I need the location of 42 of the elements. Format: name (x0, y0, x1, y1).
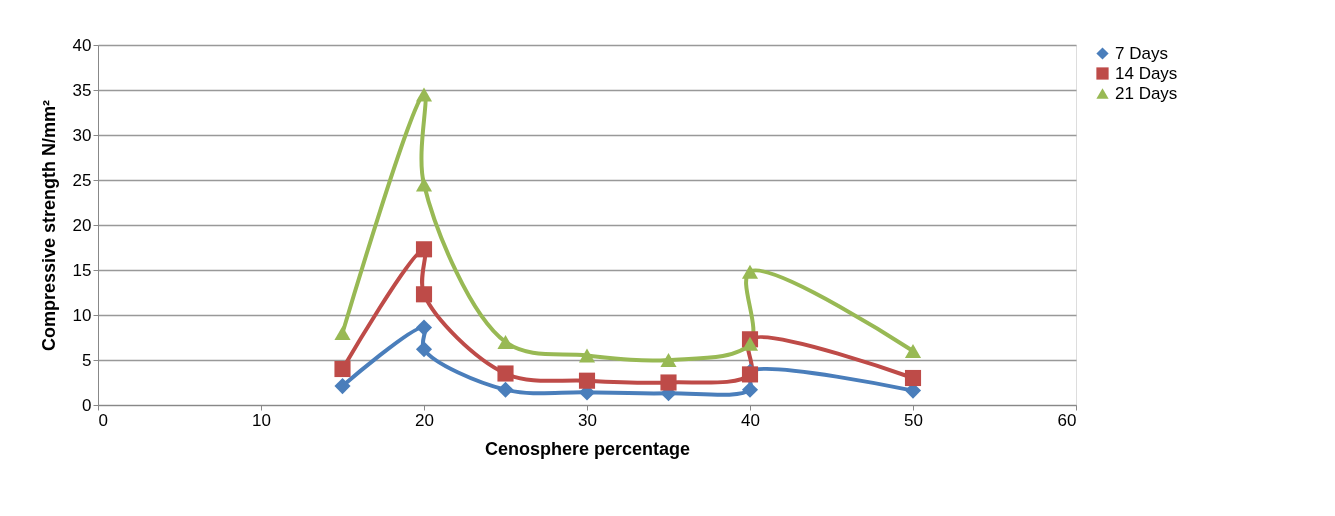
point (415, 341, 433, 358)
point (660, 374, 677, 391)
y-tick-label: 30 (72, 125, 92, 145)
y-tick-label: 35 (72, 80, 92, 100)
point (741, 264, 759, 279)
point (415, 319, 433, 336)
y-tick-label: 40 (72, 35, 92, 55)
legend-label: 21 Days (1115, 83, 1178, 103)
x-tick-label: 30 (578, 410, 597, 430)
point (415, 87, 433, 102)
legend-label: 14 Days (1115, 63, 1178, 83)
point (415, 286, 433, 303)
point (415, 241, 433, 258)
x-tick-label: 50 (904, 410, 923, 430)
point (497, 335, 514, 349)
point (334, 360, 351, 378)
x-axis-title: Cenosphere percentage (484, 438, 691, 459)
point (415, 177, 433, 192)
y-tick-label: 20 (72, 215, 92, 235)
y-tick-label: 25 (72, 170, 92, 190)
point (904, 344, 922, 358)
x-tick-label: 0 (98, 410, 108, 430)
point (497, 381, 514, 398)
y-tick-label: 10 (72, 305, 92, 325)
point (741, 381, 759, 398)
y-tick-label: 5 (82, 350, 92, 370)
y-tick-label: 15 (72, 260, 92, 280)
point (334, 378, 351, 395)
point (578, 348, 596, 363)
x-tick-label: 20 (415, 410, 434, 430)
point (578, 372, 596, 389)
point (660, 353, 677, 367)
point (904, 369, 922, 387)
point (497, 365, 514, 382)
point (334, 326, 351, 340)
x-tick-label: 40 (741, 410, 760, 430)
y-tick-label: 0 (82, 395, 92, 415)
y-axis-title: Compressive strength N/mm² (38, 99, 59, 352)
legend-label: 7 Days (1115, 43, 1168, 63)
x-tick-label: 10 (252, 410, 271, 430)
x-tick-label: 60 (1057, 410, 1077, 430)
point (741, 336, 759, 351)
